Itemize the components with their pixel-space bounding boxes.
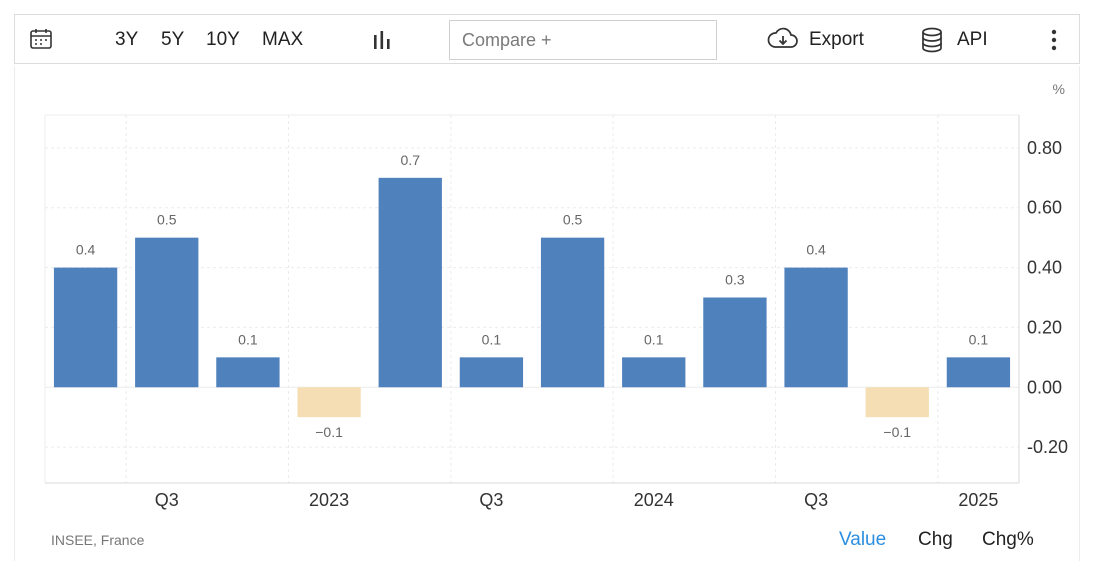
y-tick-label: 0.00 <box>1027 377 1062 397</box>
bar-data-label: 0.5 <box>563 212 583 228</box>
bar-chart-icon[interactable] <box>371 29 393 51</box>
bar-chart: 0.4 0.5 0.1 −0.1 0.7 0.1 0.5 0.1 0.3 0.4 −0.1 0.1 0… <box>44 81 1068 510</box>
api-button[interactable]: API <box>957 29 988 50</box>
x-tick-label: Q3 <box>155 490 179 510</box>
bar-data-label: 0.1 <box>969 331 989 347</box>
chart-toolbar: 3Y 5Y 10Y MAX Export API <box>14 14 1080 64</box>
mode-value-tab[interactable]: Value <box>839 529 887 550</box>
mode-chg-percent-tab[interactable]: Chg% <box>982 529 1034 550</box>
chart-area: 0.4 0.5 0.1 −0.1 0.7 0.1 0.5 0.1 0.3 0.4 −0.1 0.1 0… <box>14 66 1080 561</box>
bar[interactable] <box>784 267 848 388</box>
calendar-icon[interactable] <box>29 27 53 51</box>
bar-data-label: 0.5 <box>157 212 177 228</box>
range-max-button[interactable]: MAX <box>262 29 304 50</box>
bar-data-label: 0.1 <box>644 331 664 347</box>
x-tick-label: Q3 <box>479 490 503 510</box>
y-tick-label: 0.60 <box>1027 198 1062 218</box>
bar-data-label: 0.4 <box>76 242 96 258</box>
x-tick-label: 2023 <box>309 490 349 510</box>
x-tick-label: Q3 <box>804 490 828 510</box>
y-tick-label: 0.20 <box>1027 317 1062 337</box>
bar[interactable] <box>946 357 1011 388</box>
y-unit-label: % <box>1053 81 1065 97</box>
bar-data-label: 0.1 <box>482 331 502 347</box>
bar[interactable] <box>703 297 767 388</box>
source-label: INSEE, France <box>51 532 145 548</box>
bar[interactable] <box>216 357 280 388</box>
range-10y-button[interactable]: 10Y <box>206 29 240 50</box>
range-5y-button[interactable]: 5Y <box>161 29 185 50</box>
bar[interactable] <box>622 357 686 388</box>
bar[interactable] <box>459 357 524 388</box>
bar[interactable] <box>378 177 442 388</box>
compare-input[interactable] <box>449 20 717 60</box>
cloud-download-icon[interactable] <box>767 27 799 51</box>
y-tick-label: -0.20 <box>1027 437 1068 457</box>
more-vertical-icon[interactable] <box>1047 28 1061 52</box>
x-tick-label: 2025 <box>958 490 998 510</box>
bar[interactable] <box>135 237 199 388</box>
export-button[interactable]: Export <box>809 29 864 50</box>
bar-data-label: 0.1 <box>238 331 258 347</box>
bar-data-label: −0.1 <box>315 424 343 440</box>
y-tick-label: 0.80 <box>1027 138 1062 158</box>
bar[interactable] <box>297 387 361 418</box>
bar-data-label: 0.3 <box>725 272 745 288</box>
database-icon[interactable] <box>921 27 943 53</box>
bar[interactable] <box>53 267 118 388</box>
range-3y-button[interactable]: 3Y <box>115 29 139 50</box>
bar-data-label: 0.7 <box>401 152 421 168</box>
bar[interactable] <box>865 387 929 418</box>
bar[interactable] <box>540 237 605 388</box>
bar-data-label: −0.1 <box>883 424 911 440</box>
bar-data-label: 0.4 <box>806 242 826 258</box>
y-tick-label: 0.40 <box>1027 258 1062 278</box>
mode-chg-tab[interactable]: Chg <box>918 529 953 550</box>
x-tick-label: 2024 <box>634 490 674 510</box>
